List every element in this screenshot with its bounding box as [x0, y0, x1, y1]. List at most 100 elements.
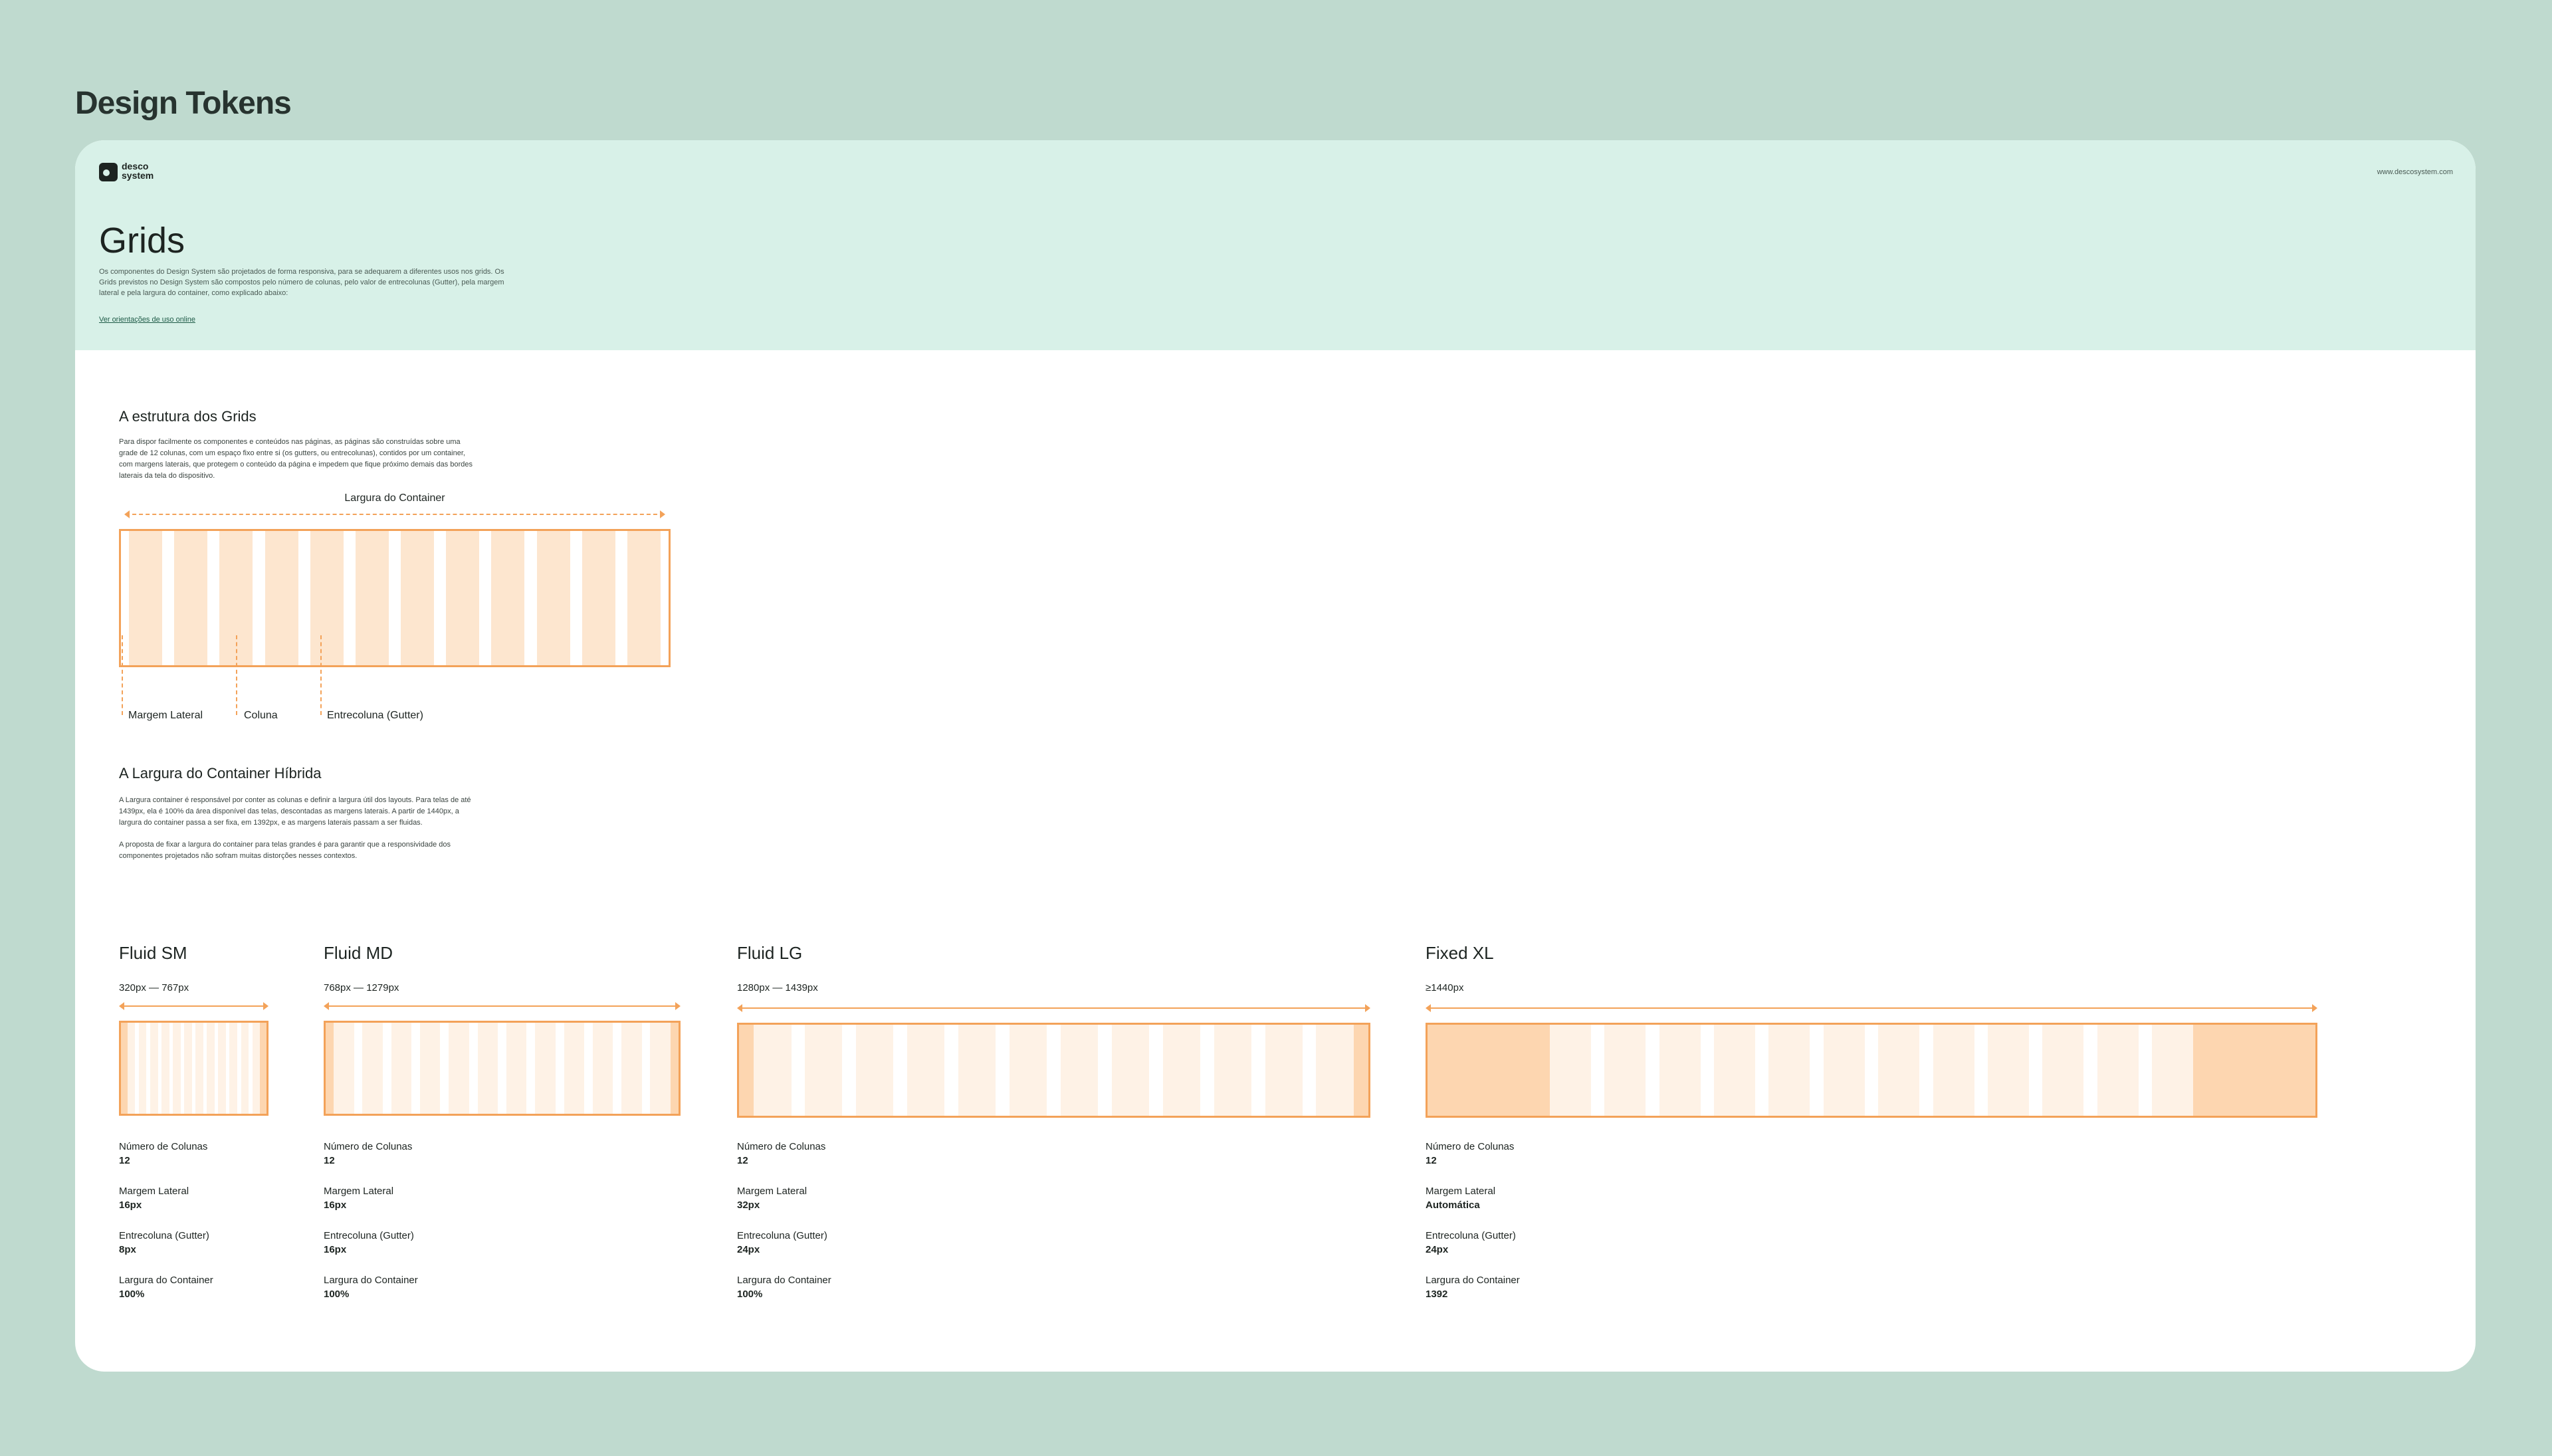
grid-name: Fluid MD: [324, 943, 393, 963]
spec-value: 32px: [737, 1199, 760, 1211]
grid-column: [391, 1023, 412, 1114]
grid-column: [1111, 1025, 1150, 1116]
annotation-label: Margem Lateral: [128, 710, 203, 721]
grid-column: [195, 1023, 203, 1114]
grid-column: [582, 531, 615, 665]
grid-column: [362, 1023, 383, 1114]
grid-column: [1604, 1025, 1646, 1116]
grid-column: [401, 531, 435, 665]
spec-value: 1392: [1426, 1289, 1448, 1300]
grid-column: [535, 1023, 556, 1114]
grid-column: [129, 531, 163, 665]
annotation-label: Coluna: [244, 710, 278, 721]
grid-column: [1009, 1025, 1047, 1116]
grid-column: [1933, 1025, 1974, 1116]
margin-area: [2193, 1025, 2315, 1116]
grid-column: [1987, 1025, 2029, 1116]
header-description: Os componentes do Design System são proj…: [99, 268, 504, 297]
grid-column: [446, 531, 480, 665]
grid-range: 768px — 1279px: [324, 982, 399, 993]
spec-value: 12: [1426, 1155, 1437, 1166]
spec-label: Entrecoluna (Gutter): [324, 1230, 414, 1241]
spec-value: 12: [119, 1155, 130, 1166]
grid-column: [1823, 1025, 1865, 1116]
grid-column: [174, 531, 208, 665]
spec-value: 12: [324, 1155, 335, 1166]
grid-column: [1550, 1025, 1591, 1116]
margin-area: [121, 1023, 128, 1114]
container-label: Largura do Container: [344, 492, 445, 504]
grid-column: [184, 1023, 192, 1114]
grid-column: [855, 1025, 894, 1116]
grid-column: [207, 1023, 215, 1114]
grid-column: [804, 1025, 843, 1116]
annotation-line: [122, 635, 123, 715]
grid-column: [1659, 1025, 1701, 1116]
grid-column: [906, 1025, 945, 1116]
annotation-line: [320, 635, 322, 715]
spec-label: Entrecoluna (Gutter): [119, 1230, 209, 1241]
range-arrow: [1426, 1004, 2317, 1012]
spec-label: Margem Lateral: [119, 1186, 189, 1197]
spec-value: 16px: [324, 1244, 347, 1255]
spec-label: Número de Colunas: [737, 1141, 826, 1152]
grid-diagram: [1426, 1023, 2317, 1118]
grid-column: [1768, 1025, 1810, 1116]
grid-column: [1214, 1025, 1252, 1116]
grid-column: [592, 1023, 613, 1114]
card: desco system www.descosystem.com Grids O…: [75, 140, 2476, 1372]
grid-column: [650, 1023, 671, 1114]
spec-value: 24px: [1426, 1244, 1449, 1255]
spec-label: Número de Colunas: [324, 1141, 413, 1152]
grid-column: [2097, 1025, 2139, 1116]
section-text: Para dispor facilmente os componentes e …: [119, 438, 473, 480]
grid-column: [564, 1023, 585, 1114]
grid-name: Fluid LG: [737, 943, 803, 963]
grid-column: [334, 1023, 354, 1114]
grid-column: [161, 1023, 169, 1114]
grid-column: [229, 1023, 237, 1114]
margin-area: [739, 1025, 754, 1116]
spec-value: 100%: [324, 1289, 350, 1300]
grid-column: [627, 531, 661, 665]
spec-value: 16px: [324, 1199, 347, 1211]
spec-label: Largura do Container: [119, 1275, 213, 1286]
spec-label: Largura do Container: [737, 1275, 831, 1286]
grid-range: 320px — 767px: [119, 982, 189, 993]
grid-name: Fixed XL: [1426, 943, 1494, 963]
spec-value: 8px: [119, 1244, 136, 1255]
grid-column: [218, 1023, 226, 1114]
range-arrow: [737, 1004, 1370, 1012]
grid-column: [150, 1023, 158, 1114]
margin-area: [326, 1023, 334, 1114]
spec-label: Número de Colunas: [1426, 1141, 1515, 1152]
section-title: A estrutura dos Grids: [119, 408, 257, 425]
grid-column: [1265, 1025, 1303, 1116]
grid-column: [128, 1023, 136, 1114]
spec-label: Número de Colunas: [119, 1141, 208, 1152]
grid-column: [241, 1023, 249, 1114]
spec-label: Margem Lateral: [324, 1186, 394, 1197]
spec-label: Entrecoluna (Gutter): [1426, 1230, 1516, 1241]
grid-column: [477, 1023, 498, 1114]
guidelines-link[interactable]: Ver orientações de uso online: [99, 316, 195, 324]
section-title: A Largura do Container Híbrida: [119, 765, 322, 781]
annotation-line: [236, 635, 237, 715]
grid-column: [419, 1023, 441, 1114]
section-text: A Largura container é responsável por co…: [119, 796, 471, 827]
grid-column: [2042, 1025, 2084, 1116]
url: www.descosystem.com: [2377, 168, 2453, 176]
grid-column: [1162, 1025, 1201, 1116]
logo: desco system: [122, 161, 154, 181]
spec-value: 24px: [737, 1244, 760, 1255]
grid-column: [173, 1023, 181, 1114]
margin-area: [1354, 1025, 1368, 1116]
grid-column: [2152, 1025, 2193, 1116]
grid-column: [754, 1025, 792, 1116]
header-title: Grids: [99, 221, 185, 260]
grid-column: [1878, 1025, 1920, 1116]
grid-column: [1714, 1025, 1756, 1116]
grid-column: [958, 1025, 996, 1116]
grid-column: [355, 531, 389, 665]
